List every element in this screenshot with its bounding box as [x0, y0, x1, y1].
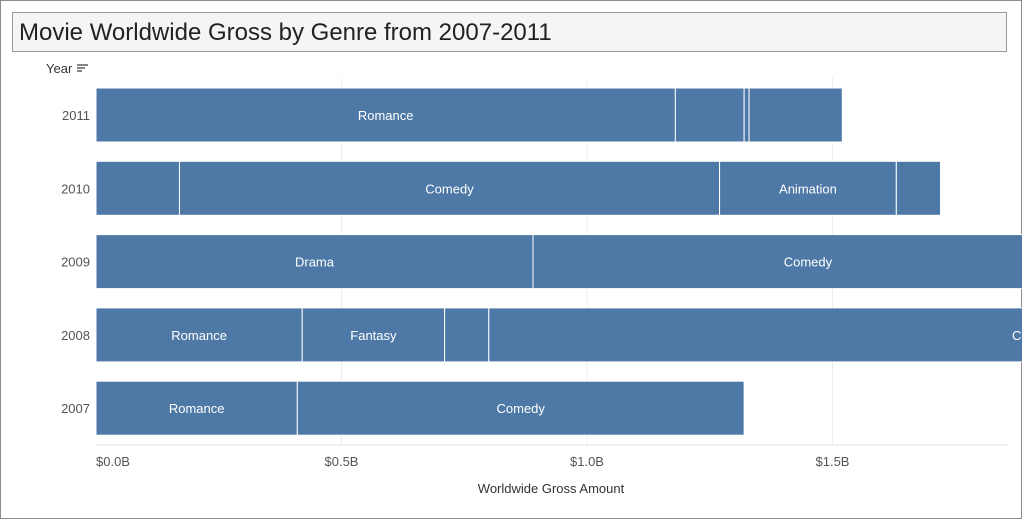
bar-segment — [95, 87, 676, 143]
bar-segment — [895, 160, 942, 216]
y-tick-label: 2007 — [61, 401, 90, 416]
sort-icon — [77, 64, 88, 72]
segment-label: Romance — [169, 401, 225, 416]
bar-segment — [95, 160, 180, 216]
bar-segment — [488, 307, 1022, 363]
bar-segment — [748, 87, 843, 143]
y-tick-label: 2008 — [61, 328, 90, 343]
title-box: Movie Worldwide Gross by Genre from 2007… — [12, 12, 1007, 52]
bar-segment — [719, 160, 897, 216]
chart-title: Movie Worldwide Gross by Genre from 2007… — [19, 19, 552, 46]
segment-label: Romance — [171, 328, 227, 343]
bar-segment — [95, 307, 303, 363]
bar-segment — [301, 307, 446, 363]
segment-label: Fantasy — [350, 328, 397, 343]
segment-label: Drama — [295, 255, 335, 270]
segment-label: Animation — [779, 181, 837, 196]
x-tick-label: $0.0B — [96, 454, 130, 469]
y-tick-label: 2009 — [61, 255, 90, 270]
segment-label: Romance — [358, 108, 414, 123]
x-tick-label: $0.5B — [325, 454, 359, 469]
x-tick-label: $1.5B — [816, 454, 850, 469]
x-tick-label: $1.0B — [570, 454, 604, 469]
bar-segment — [532, 234, 1022, 290]
segment-label: Comedy — [1012, 328, 1022, 343]
y-axis-title: Year — [46, 61, 73, 76]
bar-segment — [95, 234, 534, 290]
bar-segment — [296, 380, 745, 436]
bar-segment — [95, 380, 298, 436]
y-tick-label: 2011 — [62, 108, 90, 123]
bar-segment — [743, 87, 750, 143]
segment-label: Comedy — [784, 255, 833, 270]
y-tick-label: 2010 — [61, 181, 90, 196]
bar-segment — [674, 87, 745, 143]
bar-segment — [444, 307, 490, 363]
segment-label: Comedy — [497, 401, 546, 416]
segment-label: Comedy — [425, 181, 474, 196]
bar-segment — [178, 160, 721, 216]
x-axis-title: Worldwide Gross Amount — [478, 481, 625, 496]
